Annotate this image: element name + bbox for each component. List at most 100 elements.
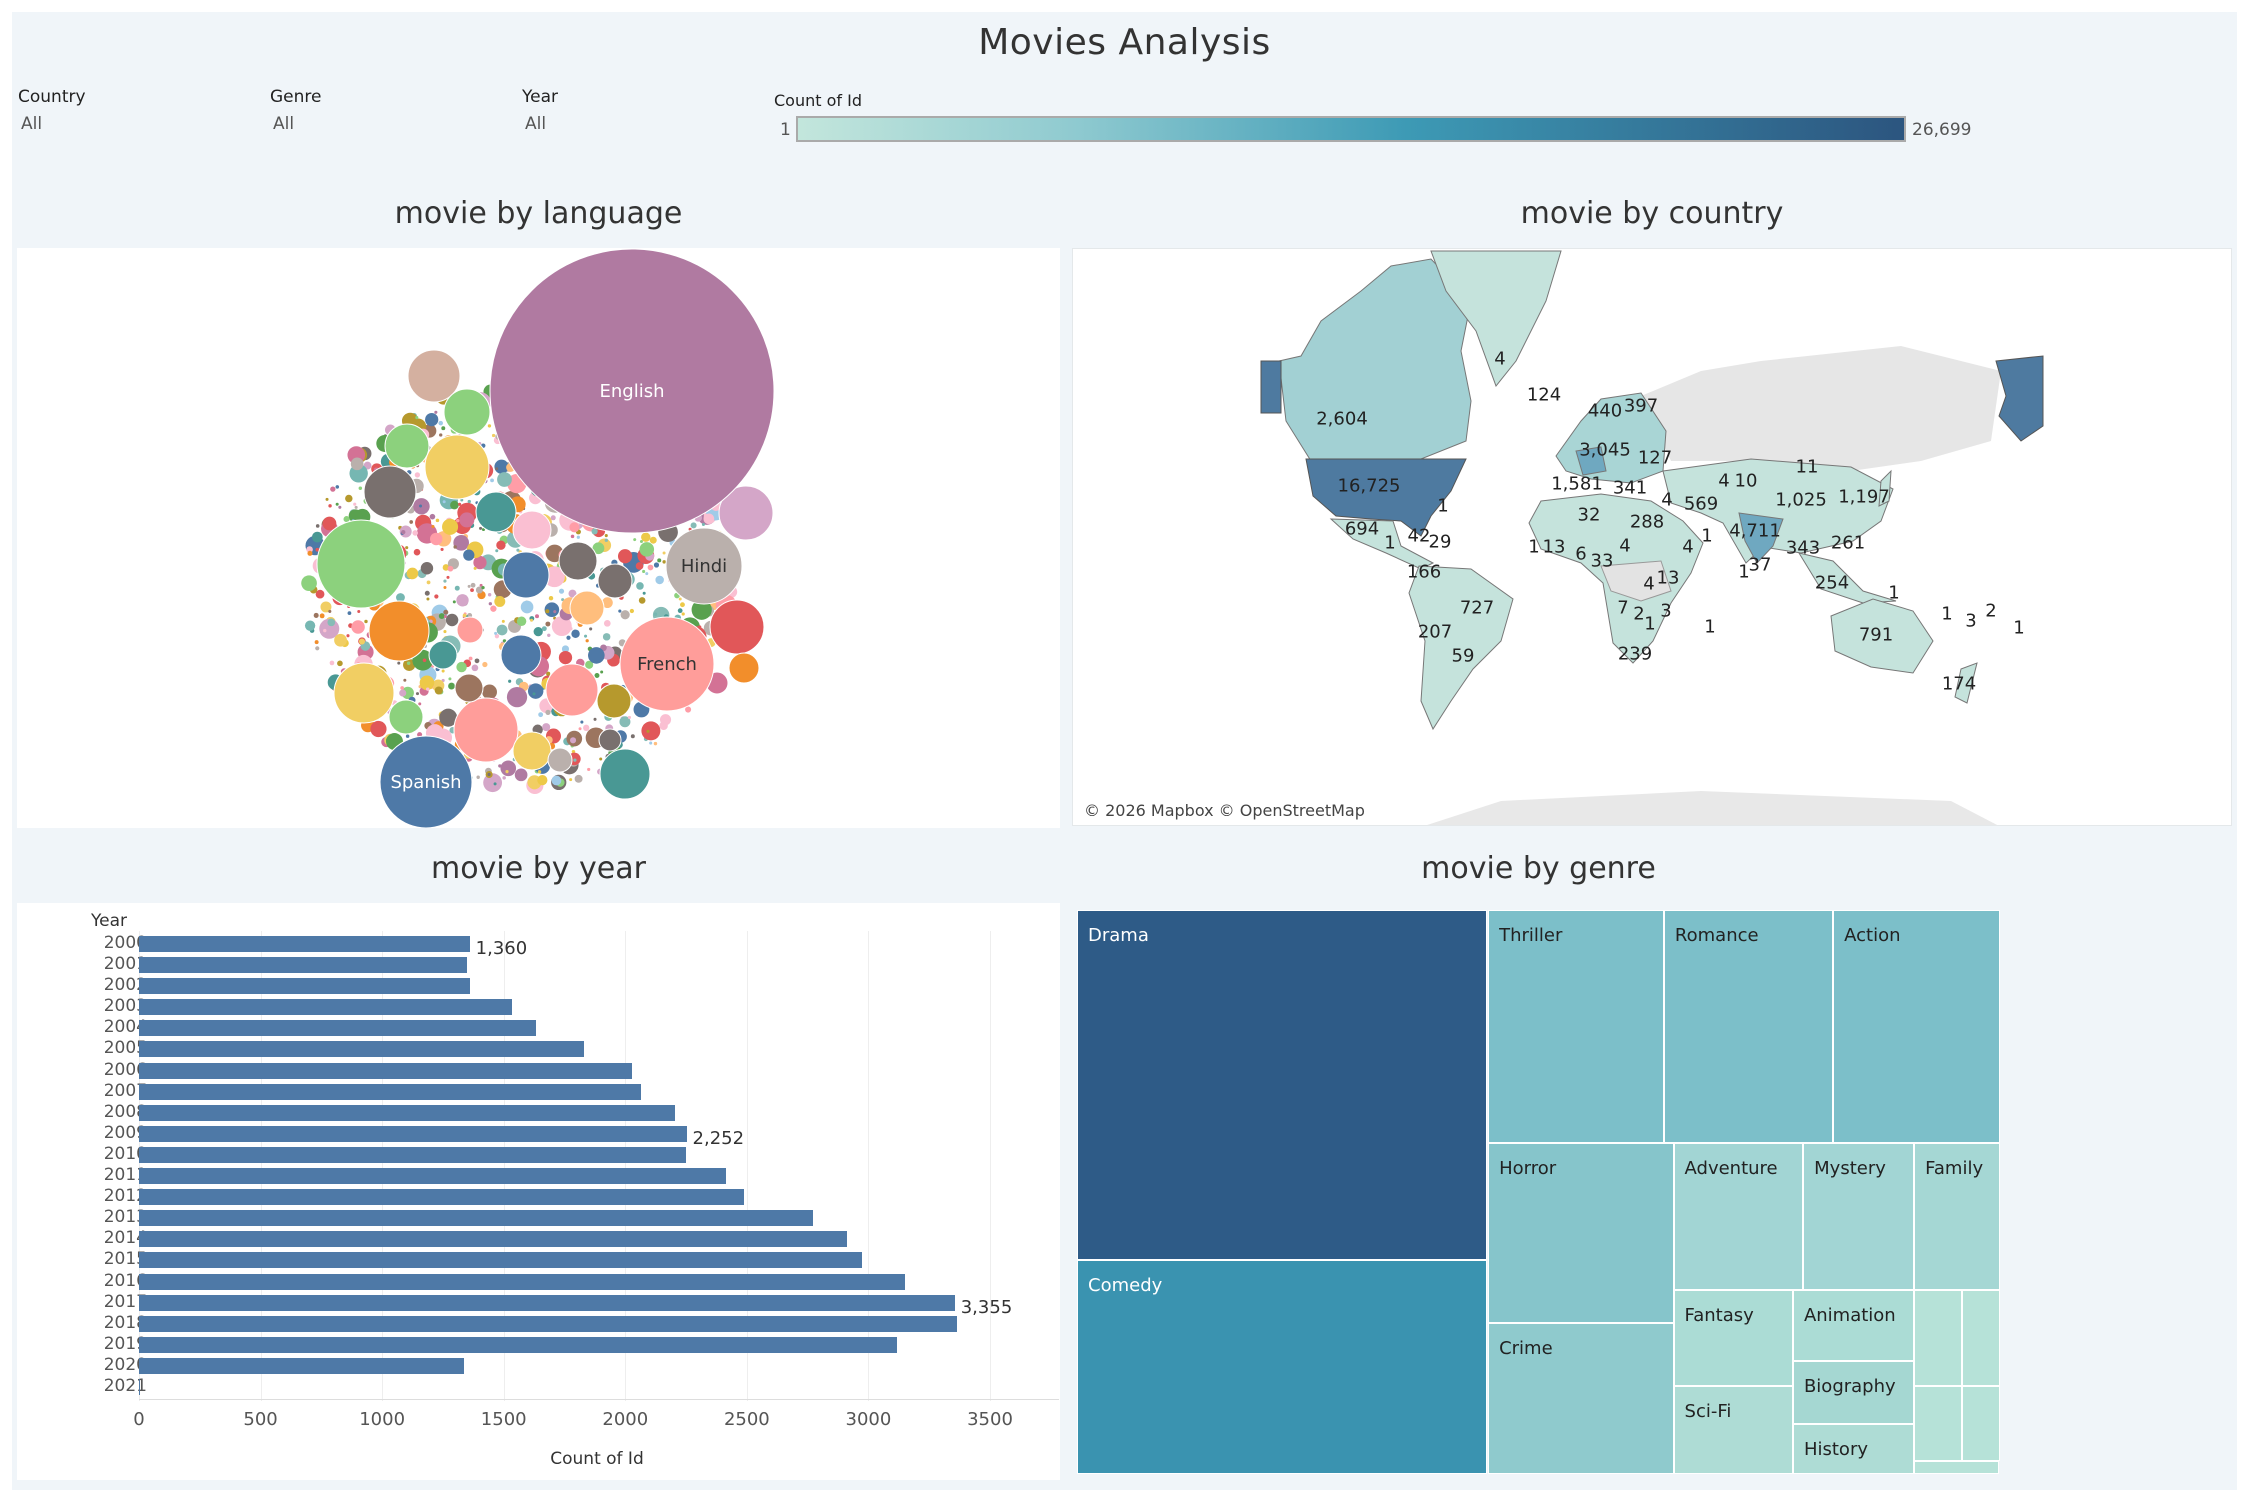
treemap-cell-family[interactable]: Family bbox=[1914, 1142, 2000, 1290]
language-bubble[interactable] bbox=[325, 497, 329, 501]
language-bubble[interactable] bbox=[500, 634, 542, 676]
world-map[interactable] bbox=[1073, 249, 2232, 826]
language-bubble[interactable] bbox=[482, 661, 488, 668]
language-bubble[interactable] bbox=[514, 768, 528, 782]
language-bubble[interactable] bbox=[691, 599, 712, 620]
language-bubble[interactable] bbox=[602, 633, 611, 641]
language-bubble[interactable] bbox=[580, 720, 584, 724]
language-bubble[interactable] bbox=[569, 626, 573, 631]
language-bubble[interactable] bbox=[473, 555, 487, 570]
language-bubble[interactable] bbox=[419, 504, 423, 508]
treemap-cell-history[interactable]: History bbox=[1792, 1423, 1914, 1474]
language-bubble[interactable] bbox=[475, 491, 517, 533]
language-bubble[interactable] bbox=[333, 662, 395, 724]
language-bubble[interactable] bbox=[441, 669, 445, 673]
country-shape-new-zealand[interactable] bbox=[1954, 662, 1978, 704]
language-bubble[interactable] bbox=[454, 585, 460, 591]
year-bar[interactable] bbox=[139, 957, 467, 974]
language-bubble[interactable] bbox=[434, 594, 439, 599]
language-bubble[interactable] bbox=[337, 660, 343, 667]
language-bubble[interactable] bbox=[439, 708, 458, 727]
language-bubble[interactable] bbox=[412, 530, 418, 536]
language-bubble[interactable] bbox=[346, 634, 350, 638]
language-bubble[interactable] bbox=[414, 472, 421, 478]
language-bubble[interactable] bbox=[542, 723, 551, 732]
language-bubble[interactable] bbox=[453, 697, 519, 763]
language-bubble[interactable] bbox=[603, 619, 611, 627]
language-bubble[interactable] bbox=[602, 597, 613, 609]
language-bubble[interactable] bbox=[655, 575, 664, 585]
language-bubble[interactable] bbox=[313, 612, 319, 618]
filter-country-value[interactable]: All bbox=[21, 114, 43, 134]
language-bubble[interactable] bbox=[678, 597, 682, 601]
language-bubble[interactable] bbox=[516, 548, 520, 552]
language-bubble[interactable] bbox=[512, 510, 552, 550]
language-bubble[interactable] bbox=[550, 515, 556, 521]
language-bubble[interactable] bbox=[438, 613, 445, 619]
language-bubble[interactable] bbox=[479, 526, 483, 530]
language-bubble[interactable] bbox=[593, 717, 597, 721]
language-bubble[interactable] bbox=[320, 601, 332, 613]
language-bubble[interactable] bbox=[494, 634, 500, 639]
language-bubble[interactable] bbox=[450, 500, 459, 510]
language-bubble[interactable] bbox=[443, 388, 491, 436]
language-bubble[interactable] bbox=[322, 516, 337, 531]
language-bubble[interactable] bbox=[401, 529, 406, 535]
language-bubble[interactable] bbox=[647, 564, 654, 571]
language-bubble[interactable] bbox=[455, 518, 460, 523]
language-bubble[interactable] bbox=[541, 626, 547, 632]
language-bubble[interactable] bbox=[533, 626, 543, 637]
year-bar[interactable] bbox=[139, 1104, 676, 1121]
year-bar[interactable] bbox=[139, 1315, 958, 1332]
treemap-cell-sci-fi[interactable]: Sci-Fi bbox=[1673, 1385, 1793, 1474]
year-bar[interactable] bbox=[139, 1041, 585, 1058]
language-bubble[interactable] bbox=[633, 538, 637, 542]
treemap-cell-animation[interactable]: Animation bbox=[1792, 1289, 1914, 1362]
language-bubble[interactable] bbox=[642, 591, 646, 595]
language-bubble[interactable] bbox=[545, 621, 551, 627]
language-bubble[interactable] bbox=[406, 567, 419, 580]
country-shape-se-asia[interactable] bbox=[1797, 552, 1897, 604]
language-bubble[interactable] bbox=[641, 721, 661, 741]
language-bubble[interactable] bbox=[585, 639, 589, 643]
language-bubble[interactable] bbox=[452, 600, 456, 604]
language-bubble-english[interactable] bbox=[489, 248, 775, 534]
language-bubble[interactable] bbox=[532, 692, 536, 696]
language-bubble[interactable] bbox=[618, 609, 622, 613]
language-bubble[interactable] bbox=[569, 737, 577, 744]
language-bubble[interactable] bbox=[413, 548, 421, 556]
language-bubble[interactable] bbox=[364, 619, 368, 624]
language-bubble[interactable] bbox=[351, 620, 365, 634]
year-bar[interactable] bbox=[139, 1168, 727, 1185]
language-bubble[interactable] bbox=[323, 628, 327, 633]
language-bubble[interactable] bbox=[345, 494, 353, 503]
language-bubble[interactable] bbox=[494, 631, 498, 635]
language-bubble[interactable] bbox=[635, 562, 644, 570]
language-bubble[interactable] bbox=[698, 625, 702, 629]
language-bubble[interactable] bbox=[447, 565, 454, 572]
language-bubble[interactable] bbox=[368, 600, 430, 662]
year-bar[interactable] bbox=[139, 1252, 862, 1269]
language-bubble[interactable] bbox=[574, 774, 583, 783]
language-bubble[interactable] bbox=[585, 660, 594, 669]
language-bubble[interactable] bbox=[440, 547, 444, 551]
language-bubble[interactable] bbox=[646, 729, 650, 733]
language-bubble[interactable] bbox=[443, 614, 447, 618]
language-bubble[interactable] bbox=[315, 589, 325, 599]
language-bubble[interactable] bbox=[502, 551, 550, 599]
language-bubble[interactable] bbox=[619, 716, 631, 728]
language-bubble[interactable] bbox=[599, 757, 603, 761]
language-bubble[interactable] bbox=[481, 585, 485, 590]
language-bubble[interactable] bbox=[627, 715, 632, 720]
language-bubble[interactable] bbox=[495, 467, 499, 471]
year-bar[interactable] bbox=[139, 1062, 633, 1079]
language-bubble[interactable] bbox=[426, 597, 430, 601]
language-bubble[interactable] bbox=[453, 534, 470, 551]
language-bubble[interactable] bbox=[649, 741, 653, 745]
country-shape-canada[interactable] bbox=[1278, 258, 1472, 462]
language-bubble[interactable] bbox=[479, 583, 483, 587]
language-bubble[interactable] bbox=[545, 709, 551, 715]
language-bubble[interactable] bbox=[553, 610, 557, 614]
language-bubble[interactable] bbox=[445, 613, 459, 627]
language-bubble-french[interactable] bbox=[619, 616, 715, 712]
